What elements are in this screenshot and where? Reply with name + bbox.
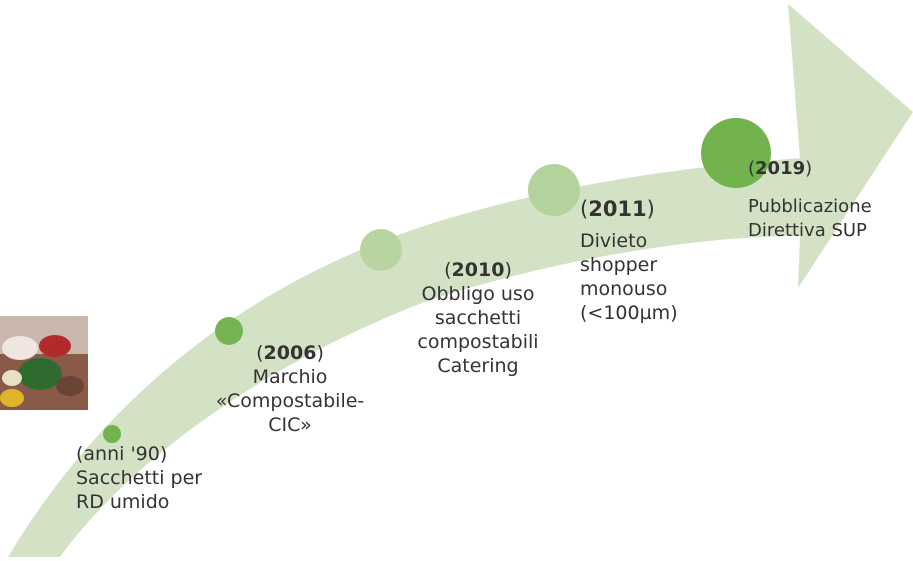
milestone-year-1990s: (anni '90)	[76, 443, 168, 465]
milestone-year-2019: (2019)	[748, 158, 813, 179]
milestone-dot-2006	[215, 317, 243, 345]
milestone-text-line: Pubblicazione	[748, 196, 872, 217]
milestone-label-2019: (2019) Pubblicazione Direttiva SUP	[748, 157, 872, 243]
milestone-text-line: shopper	[580, 254, 658, 276]
milestone-text-line: Marchio	[252, 366, 328, 388]
milestone-text-line: (<100µm)	[580, 302, 678, 324]
milestone-dot-2019	[701, 118, 771, 188]
milestone-text-line: Sacchetti per	[76, 467, 203, 489]
milestone-text-line: compostabili	[417, 331, 539, 353]
milestone-text-line: Catering	[437, 355, 519, 377]
milestone-text-line: monouso	[580, 278, 668, 300]
milestone-year-2010: (2010)	[444, 259, 512, 281]
milestone-text-line: Obbligo uso	[421, 283, 535, 305]
milestone-label-2011: (2011) Divieto shopper monouso (<100µm)	[580, 197, 678, 325]
milestone-text-line: Divieto	[580, 230, 648, 252]
milestone-text-line: sacchetti	[434, 307, 522, 329]
milestone-text-line: Direttiva SUP	[748, 220, 867, 241]
milestone-text-line: CIC»	[268, 414, 312, 436]
milestone-dot-2010	[360, 229, 402, 271]
milestone-year-2011: (2011)	[580, 197, 655, 221]
milestone-label-2010: (2010) Obbligo uso sacchetti compostabil…	[398, 258, 558, 378]
milestone-label-1990s: (anni '90) Sacchetti per RD umido	[76, 442, 202, 514]
milestone-dot-1990s	[103, 425, 121, 443]
milestone-label-2006: (2006) Marchio «Compostabile- CIC»	[210, 341, 370, 437]
milestone-year-2006: (2006)	[256, 342, 324, 364]
milestone-dot-2011	[528, 164, 580, 216]
food-photo-icon	[0, 316, 88, 410]
milestone-text-line: RD umido	[76, 491, 170, 513]
timeline-arrow	[8, 4, 913, 557]
milestone-text-line: «Compostabile-	[215, 390, 365, 412]
